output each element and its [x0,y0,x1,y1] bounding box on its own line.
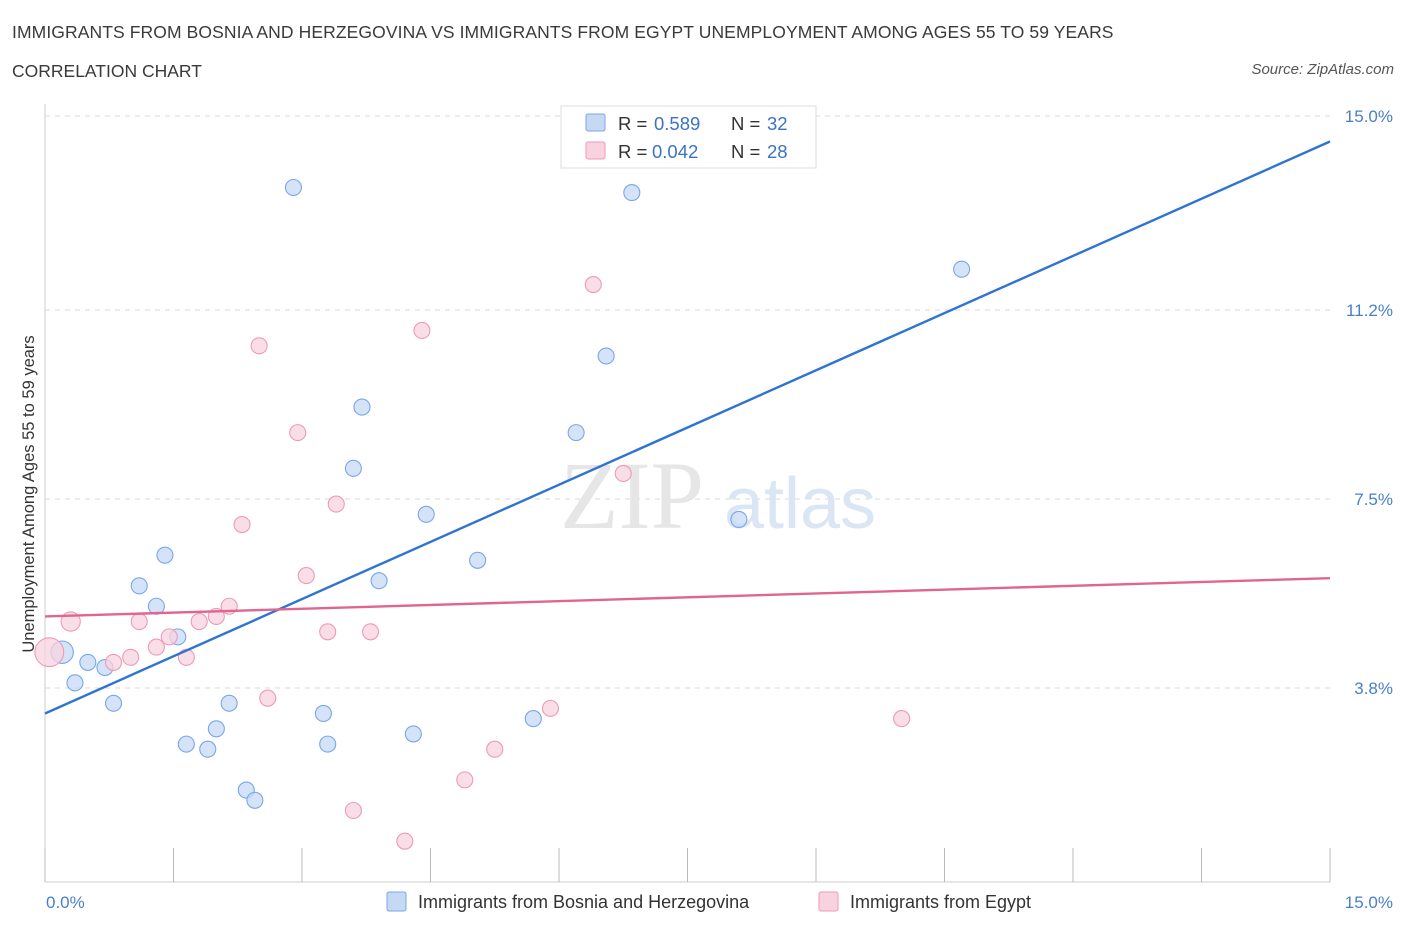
point-egypt [361,623,380,641]
point-bosnia [246,791,264,809]
point-bosnia [353,398,371,416]
legend-r-label-bosnia: R = [618,113,652,134]
point-bosnia [177,735,195,753]
point-egypt [456,771,474,789]
source-label: Source: ZipAtlas.com [1251,61,1394,78]
x-tick-label-max: 15.0% [1345,893,1393,912]
stats-legend: R = 0.589 N = 32 R = 0.042 N = 28 [560,105,817,169]
point-egypt [233,515,251,534]
point-egypt [147,638,165,656]
y-tick-label: 11.2% [1346,301,1393,320]
point-egypt [34,637,65,668]
trend-line-bosnia [44,140,1331,715]
point-egypt [327,495,345,513]
legend-swatch-egypt [585,141,606,160]
point-egypt [160,628,178,646]
bottom-legend-label-egypt: Immigrants from Egypt [850,892,1031,912]
trend-lines [44,140,1331,715]
point-bosnia [404,725,422,743]
point-bosnia [524,710,542,728]
point-bosnia [417,505,435,523]
point-bosnia [199,740,217,758]
point-egypt [104,653,123,671]
point-bosnia [207,720,225,738]
point-egypt [396,832,414,850]
legend-n-label-egypt: N = [731,141,765,162]
point-bosnia [156,546,174,564]
point-bosnia [314,704,332,723]
point-egypt [319,623,337,641]
legend-r-label-egypt: R = [618,141,652,162]
chart-subtitle: CORRELATION CHART [12,61,202,81]
point-egypt [584,275,602,294]
legend-n-value-bosnia: 32 [767,113,788,134]
point-bosnia [370,572,388,590]
point-bosnia [730,510,748,528]
legend-n-label-bosnia: N = [731,113,765,134]
point-bosnia [66,674,84,692]
point-egypt [130,613,148,631]
y-axis-label: Unemployment Among Ages 55 to 59 years [20,335,38,652]
legend-r-value-bosnia: 0.589 [654,113,700,134]
series-legend: Immigrants from Bosnia and Herzegovina I… [386,891,1031,912]
watermark-atlas: atlas [724,464,876,544]
point-egypt [614,464,632,483]
legend-swatch-bosnia [585,113,606,132]
legend-n-value-egypt: 28 [767,141,788,162]
watermark-zip: ZIP [560,442,704,549]
data-points [34,178,971,850]
point-egypt [893,710,911,728]
point-bosnia [597,347,615,365]
trend-line-egypt [44,576,1331,618]
point-egypt [541,699,559,717]
chart-title: IMMIGRANTS FROM BOSNIA AND HERZEGOVINA V… [12,22,1114,42]
x-tick-label-min: 0.0% [46,893,85,912]
grid-lines [45,115,1330,689]
point-bosnia [284,178,302,197]
watermark: ZIP atlas [560,442,876,549]
point-egypt [486,740,504,758]
y-tick-label: 7.5% [1354,490,1393,509]
point-bosnia [130,577,148,595]
y-tick-label: 3.8% [1354,679,1393,698]
point-bosnia [953,260,971,278]
point-egypt [190,613,208,631]
point-bosnia [344,459,362,477]
point-bosnia [623,184,641,202]
point-egypt [344,801,362,820]
point-egypt [122,648,140,666]
point-bosnia [469,551,487,569]
bottom-legend-swatch-bosnia [386,891,407,912]
y-tick-label: 15.0% [1345,107,1393,126]
point-bosnia [79,653,97,671]
point-bosnia [220,694,238,712]
point-egypt [250,337,268,355]
point-bosnia [567,424,585,442]
point-egypt [289,424,307,442]
bottom-legend-swatch-egypt [818,891,839,912]
point-egypt [259,689,277,707]
legend-r-value-egypt: 0.042 [652,141,698,162]
tick-labels: 3.8% 7.5% 11.2% 15.0% 0.0% 15.0% [46,107,1393,912]
bottom-legend-label-bosnia: Immigrants from Bosnia and Herzegovina [418,892,750,912]
point-bosnia [104,694,123,712]
point-egypt [413,321,431,340]
point-bosnia [319,735,337,753]
point-egypt [297,567,315,585]
axes [44,104,1331,883]
